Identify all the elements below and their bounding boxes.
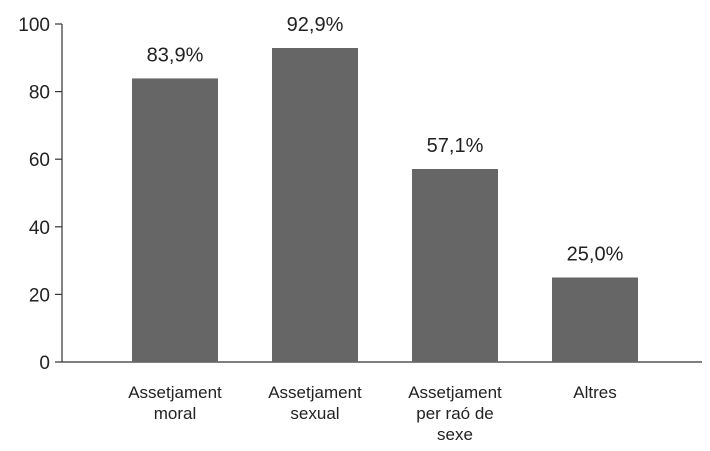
category-label: Assetjament sexual [268, 383, 362, 423]
y-tick-label: 0 [39, 353, 50, 374]
category-label-line: Assetjament [268, 383, 362, 402]
category-label-line: moral [154, 404, 197, 423]
category-label-line: Altres [573, 383, 616, 402]
category-label-line: sexe [437, 425, 473, 444]
data-label: 25,0% [567, 244, 624, 266]
category-label-line: Assetjament [408, 383, 502, 402]
category-label: Assetjament moral [128, 383, 222, 423]
data-label: 83,9% [147, 44, 204, 66]
bar [552, 277, 638, 362]
y-tick-label: 20 [29, 285, 50, 306]
data-label: 57,1% [427, 135, 484, 157]
y-tick-label: 40 [29, 218, 50, 239]
bar [412, 169, 498, 362]
category-label: Assetjament per raó de sexe [408, 383, 502, 444]
y-tick-label: 80 [29, 83, 50, 104]
y-axis: 0 20 40 60 80 100 [18, 15, 63, 374]
category-label: Altres [573, 383, 616, 402]
category-label-line: sexual [290, 404, 339, 423]
bar [272, 47, 358, 363]
category-label-line: Assetjament [128, 383, 222, 402]
bars [132, 47, 638, 363]
bar [132, 78, 218, 362]
data-label: 92,9% [287, 14, 344, 36]
category-label-line: per raó de [416, 404, 494, 423]
data-labels: 83,9% 92,9% 57,1% 25,0% [147, 14, 624, 266]
y-tick-label: 100 [18, 15, 50, 36]
y-tick-label: 60 [29, 150, 50, 171]
